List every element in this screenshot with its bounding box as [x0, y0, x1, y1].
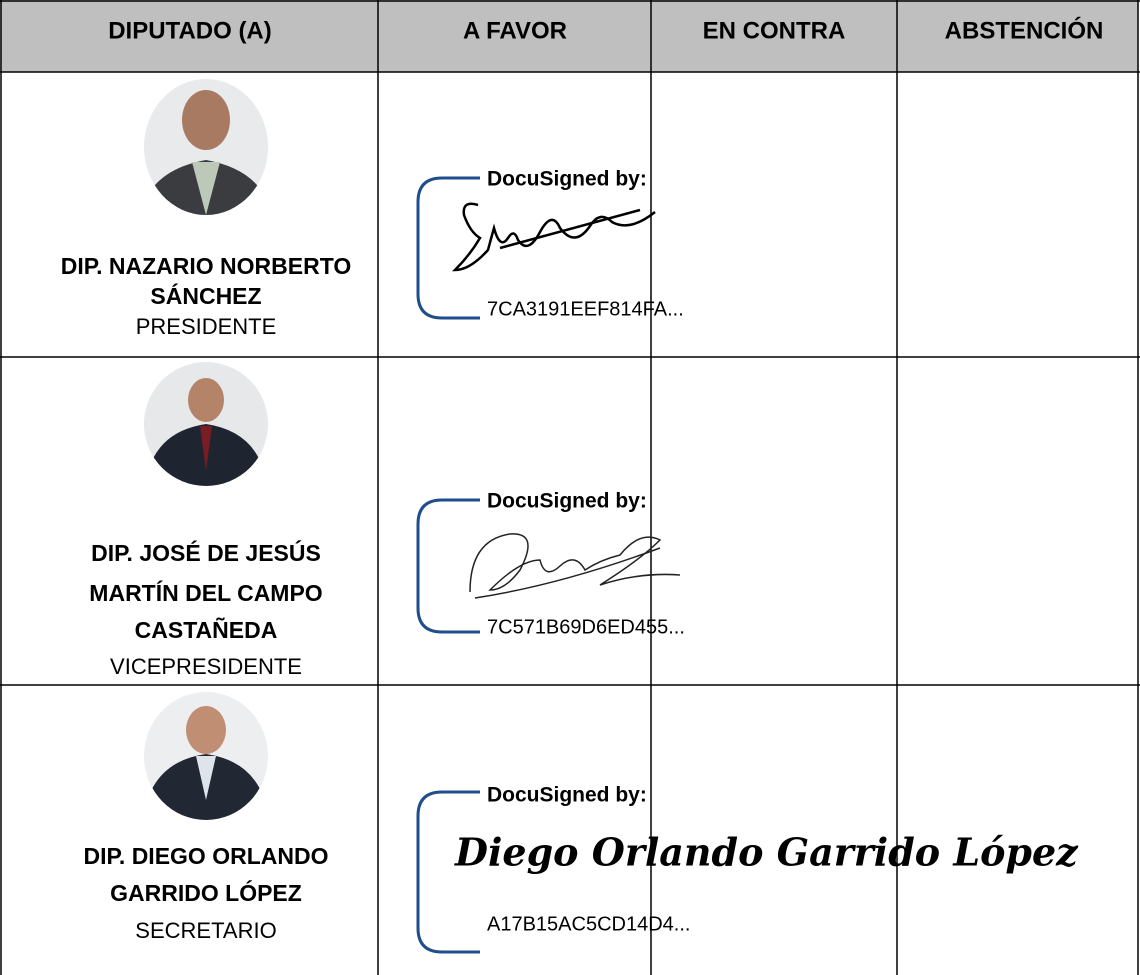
envelope-id: A17B15AC5CD14D4... — [487, 913, 690, 935]
envelope-id: 7CA3191EEF814FA... — [487, 298, 684, 320]
photo — [144, 362, 268, 486]
docusign-label: DocuSigned by: — [487, 490, 647, 513]
column-header: A FAVOR — [463, 17, 567, 44]
deputy-role: PRESIDENTE — [136, 314, 277, 339]
deputy-name: DIP. JOSÉ DE JESÚS — [91, 539, 321, 566]
column-header: EN CONTRA — [703, 17, 846, 44]
signature-scribble — [469, 533, 681, 599]
signature-scribble — [451, 202, 656, 272]
deputy-name: SÁNCHEZ — [150, 282, 261, 309]
deputy-name: CASTAÑEDA — [135, 616, 278, 643]
signed-name: Diego Orlando Garrido López — [454, 830, 1079, 875]
deputy-name: DIP. NAZARIO NORBERTO — [61, 253, 352, 279]
deputy-role: SECRETARIO — [135, 918, 276, 943]
docusign-label: DocuSigned by: — [487, 168, 647, 191]
deputy-name: GARRIDO LÓPEZ — [110, 879, 302, 906]
deputy-name: MARTÍN DEL CAMPO — [89, 579, 322, 606]
deputy-role: VICEPRESIDENTE — [110, 654, 302, 679]
signature-bracket — [416, 176, 480, 954]
photo — [144, 79, 268, 215]
header-background — [0, 0, 1138, 72]
column-header: ABSTENCIÓN — [945, 16, 1104, 44]
docusign-label: DocuSigned by: — [487, 784, 647, 807]
envelope-id: 7C571B69D6ED455... — [487, 616, 685, 638]
photo — [144, 692, 268, 820]
column-header: DIPUTADO (A) — [108, 17, 272, 44]
deputy-name: DIP. DIEGO ORLANDO — [84, 843, 329, 869]
